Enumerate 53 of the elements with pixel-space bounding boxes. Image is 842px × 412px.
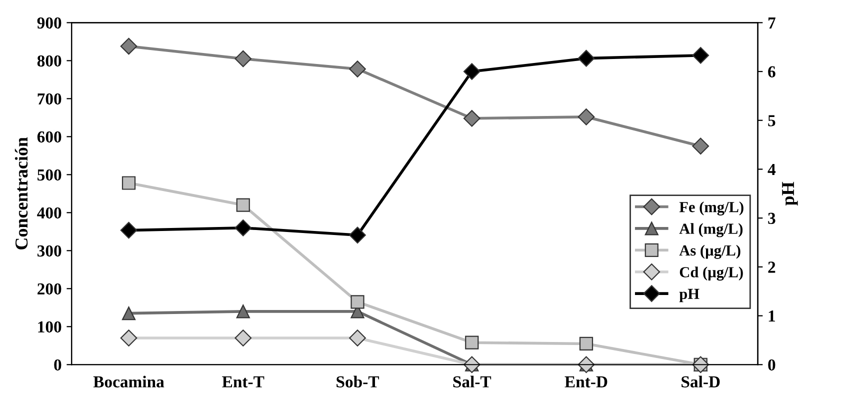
x-tick-label: Sal-T	[453, 376, 492, 388]
y-tick-label: 300	[37, 245, 62, 257]
point	[236, 198, 250, 212]
legend-label: Al (mg/L)	[679, 223, 743, 238]
y-tick-label: 600	[37, 131, 62, 143]
y2-tick-label: 4	[768, 164, 776, 175]
x-tick-label: Ent-D	[564, 376, 608, 388]
y-tick-label: 900	[37, 17, 62, 29]
y2-axis-title: pH	[782, 182, 798, 206]
y-tick-label: 700	[38, 93, 62, 105]
point	[349, 330, 366, 346]
x-tick-label: Bocamina	[93, 376, 164, 388]
x-tick-label: Sob-T	[336, 376, 380, 388]
point	[122, 306, 136, 320]
legend-label: As (µg/L)	[679, 244, 740, 259]
point	[463, 63, 480, 80]
y-tick-label: 500	[38, 169, 62, 181]
y2-tick-label: 0	[768, 359, 776, 371]
legend-label: Fe (mg/L)	[679, 201, 744, 216]
y-tick-label: 100	[38, 321, 62, 333]
y-tick-label: 800	[37, 55, 62, 67]
legend-label: Cd (µg/L)	[680, 266, 743, 281]
point	[120, 330, 138, 346]
y2-tick-label: 5	[768, 115, 776, 126]
point	[350, 295, 364, 309]
point	[122, 176, 136, 190]
point	[234, 219, 252, 236]
y2-tick-label: 1	[768, 310, 775, 322]
y2-tick-label: 7	[768, 18, 776, 28]
point	[236, 304, 250, 318]
point	[692, 138, 710, 155]
point	[692, 46, 710, 64]
point	[349, 60, 366, 78]
point	[349, 226, 366, 244]
point	[463, 110, 480, 127]
point	[120, 38, 138, 55]
x-tick-label: Ent-T	[222, 376, 264, 388]
point	[579, 336, 594, 351]
y2-tick-label: 3	[768, 212, 776, 224]
legend-label: pH	[679, 288, 700, 302]
x-tick-label: Sal-D	[682, 376, 720, 388]
y2-tick-label: 6	[768, 66, 776, 78]
y2-tick-label: 2	[768, 262, 776, 273]
y-axis-title: Concentración	[14, 137, 28, 250]
y-tick-label: 200	[38, 283, 62, 295]
point	[465, 336, 479, 350]
y-tick-label: 400	[37, 207, 62, 219]
point	[578, 50, 595, 67]
point	[120, 222, 138, 239]
point	[578, 108, 595, 126]
point	[234, 330, 252, 346]
point	[234, 50, 252, 68]
y-tick-label: 0	[54, 359, 62, 371]
